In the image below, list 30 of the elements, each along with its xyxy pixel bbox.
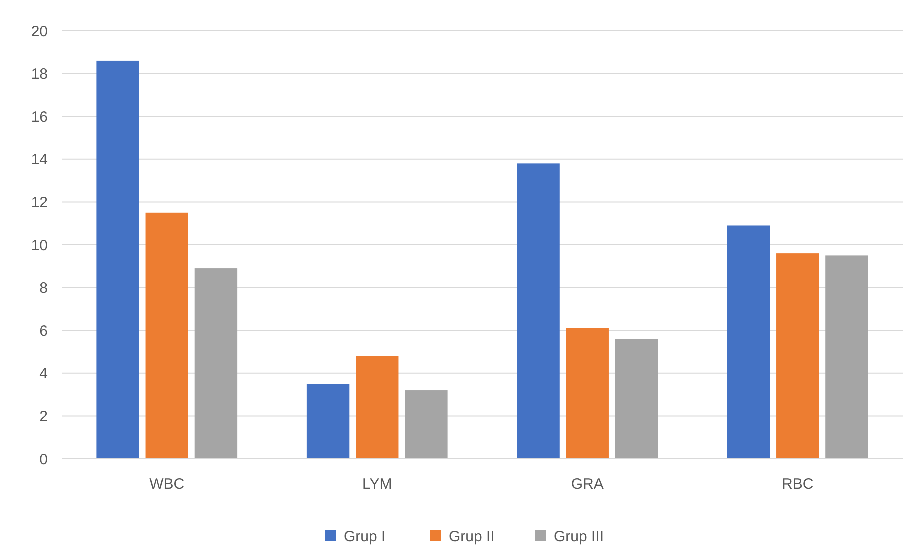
legend-label: Grup I xyxy=(344,528,386,546)
x-tick-label: LYM xyxy=(362,476,392,493)
bar xyxy=(826,256,868,459)
bar xyxy=(615,339,658,459)
bar xyxy=(517,164,560,459)
y-tick-label: 4 xyxy=(40,366,48,383)
bar xyxy=(356,356,399,459)
bar xyxy=(776,254,820,459)
bar xyxy=(405,390,448,459)
y-tick-label: 8 xyxy=(40,280,48,298)
bar xyxy=(566,328,609,459)
bar xyxy=(194,268,238,459)
y-tick-label: 2 xyxy=(40,408,48,426)
x-tick-label: RBC xyxy=(782,476,814,493)
y-tick-label: 6 xyxy=(40,322,48,340)
y-tick-label: 18 xyxy=(31,66,48,84)
legend-label: Grup III xyxy=(554,528,604,546)
y-tick-label: 14 xyxy=(31,152,48,169)
y-tick-label: 20 xyxy=(31,23,48,40)
y-tick-label: 10 xyxy=(31,237,48,254)
bar xyxy=(306,384,350,459)
bar xyxy=(727,226,770,459)
legend-label: Grup II xyxy=(449,528,495,546)
y-tick-label: 0 xyxy=(40,451,48,468)
x-tick-label: GRA xyxy=(571,476,604,493)
bar xyxy=(146,212,188,459)
y-tick-label: 16 xyxy=(31,108,48,126)
y-tick-label: 12 xyxy=(31,194,48,212)
x-tick-label: WBC xyxy=(150,476,185,493)
bar xyxy=(96,60,140,459)
